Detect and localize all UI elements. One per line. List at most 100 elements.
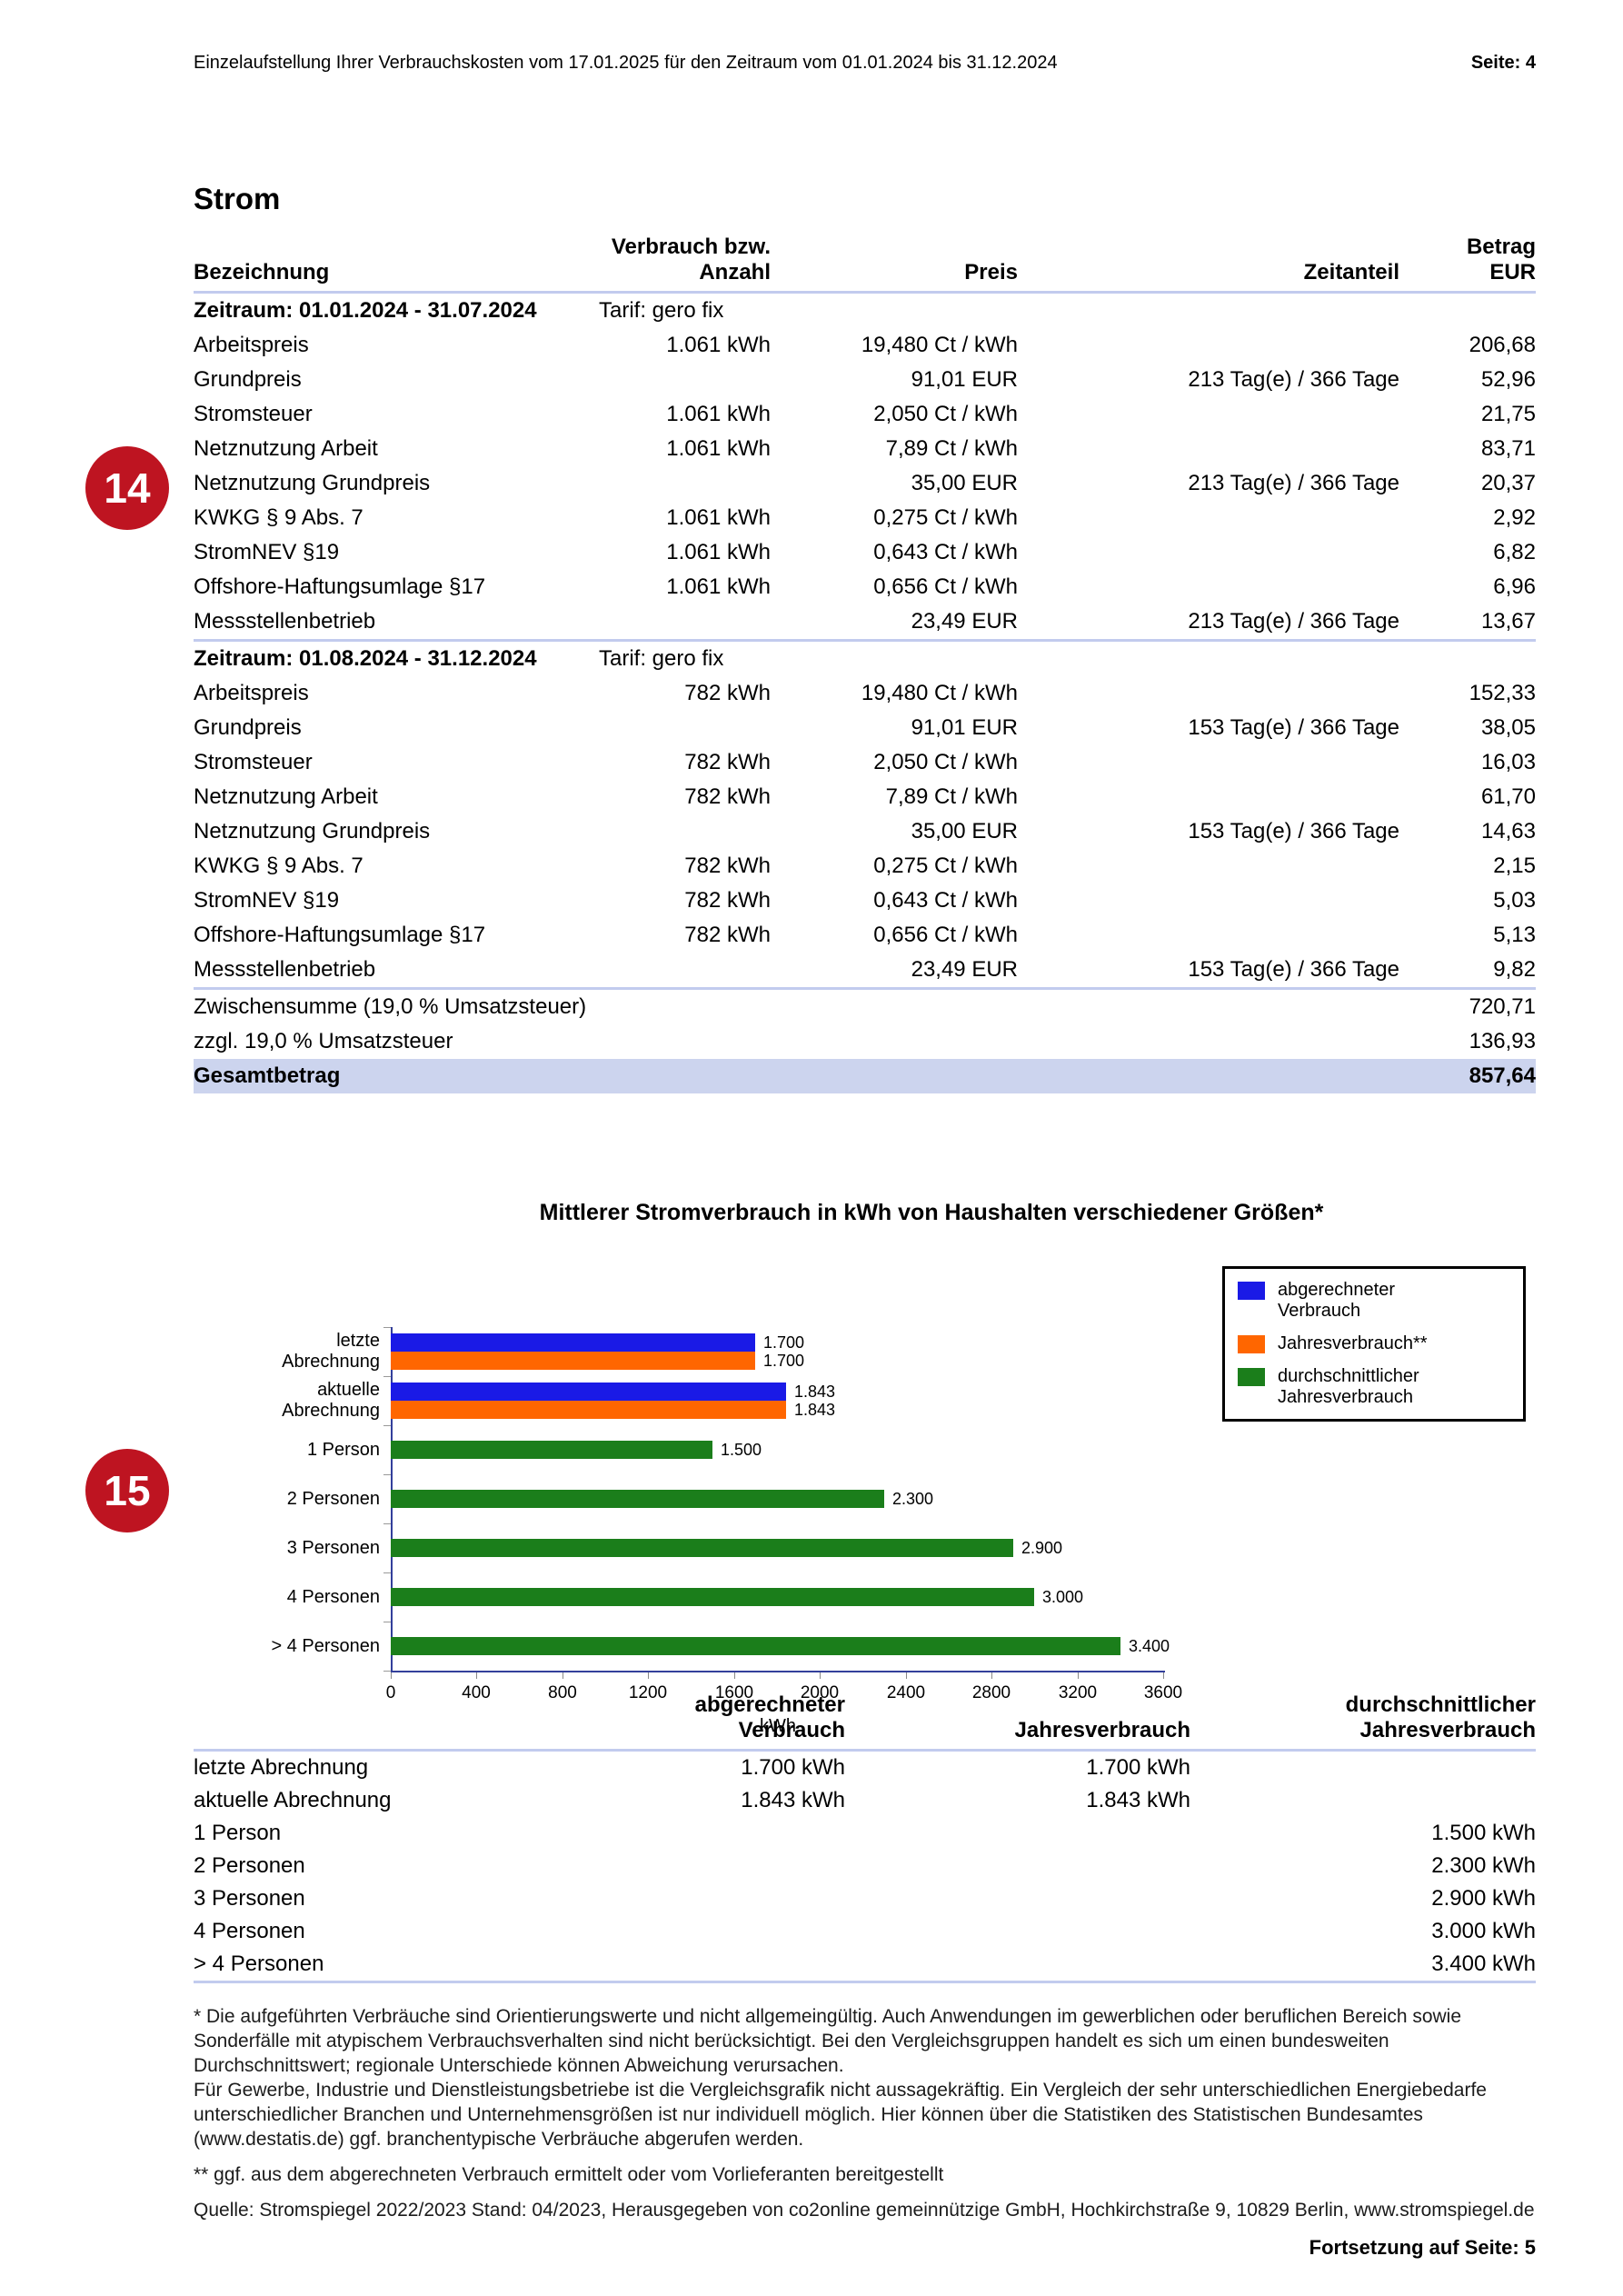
cost-label: KWKG § 9 Abs. 7 xyxy=(194,505,363,530)
col-verbrauch: Verbrauch bzw. Anzahl xyxy=(611,235,771,285)
chart-xaxis-label: kWh xyxy=(760,1716,796,1736)
comparison-row: 1 Person 1.500 kWh xyxy=(194,1817,1536,1850)
x-tick-label: 2800 xyxy=(971,1683,1011,1702)
cmp-jahres xyxy=(845,1948,1190,1982)
cost-price: 7,89 Ct / kWh xyxy=(885,436,1018,461)
chart-category-label: 1 Person xyxy=(306,1439,380,1460)
footnote: Quelle: Stromspiegel 2022/2023 Stand: 04… xyxy=(194,2200,1535,2221)
cost-row: StromNEV §19 1.061 kWh 0,643 Ct / kWh 6,82 xyxy=(194,535,1536,570)
chart-category-label: aktuelle Abrechnung xyxy=(282,1380,380,1421)
period-header-row: Zeitraum: 01.08.2024 - 31.12.2024 Tarif: … xyxy=(194,641,1536,677)
cost-amount: 5,13 xyxy=(1493,923,1536,947)
cmp-label: 3 Personen xyxy=(194,1886,305,1911)
cost-label: StromNEV §19 xyxy=(194,888,340,913)
chart-category-bars: 2.300 xyxy=(391,1490,1172,1508)
y-tick-mark xyxy=(383,1425,391,1426)
bar-value-label: 2.300 xyxy=(892,1490,934,1508)
cmp-abgerechnet xyxy=(503,1817,845,1850)
col-betrag: Betrag EUR xyxy=(1466,235,1536,285)
page-footer: Fortsetzung auf Seite: 5 xyxy=(1309,2236,1536,2259)
cost-qty xyxy=(584,953,771,989)
comparison-row: letzte Abrechnung 1.700 kWh 1.700 kWh xyxy=(194,1751,1536,1785)
cost-label: Messstellenbetrieb xyxy=(194,609,376,634)
x-tick-mark xyxy=(820,1672,821,1679)
x-tick-label: 2000 xyxy=(800,1683,840,1702)
chart-category-bars: 1.500 xyxy=(391,1441,1172,1459)
cost-share xyxy=(1018,883,1399,918)
cost-period-section: Zeitraum: 01.01.2024 - 31.07.2024 Tarif: … xyxy=(194,293,1536,641)
chart-category-label: 4 Personen xyxy=(286,1586,380,1607)
cmp-durchschnitt xyxy=(1190,1751,1536,1785)
chart-category-row: 3 Personen 2.900 xyxy=(241,1523,1172,1572)
cost-row: Netznutzung Grundpreis 35,00 EUR 153 Tag(e… xyxy=(194,814,1536,849)
cmp-durchschnitt: 3.000 kWh xyxy=(1431,1919,1536,1943)
cost-qty xyxy=(584,363,771,397)
chart-category-row: 2 Personen 2.300 xyxy=(241,1474,1172,1523)
cost-qty xyxy=(584,711,771,745)
cost-row: Messstellenbetrieb 23,49 EUR 213 Tag(e) / … xyxy=(194,604,1536,641)
cost-label: Grundpreis xyxy=(194,367,302,392)
bar-value-label: 1.843 xyxy=(794,1401,836,1419)
period-header-row: Zeitraum: 01.01.2024 - 31.07.2024 Tarif: … xyxy=(194,293,1536,329)
cost-label: Grundpreis xyxy=(194,715,302,740)
cost-label: Netznutzung Grundpreis xyxy=(194,819,431,844)
cmp-jahres xyxy=(845,1882,1190,1915)
cost-amount: 2,15 xyxy=(1493,854,1536,878)
cost-qty xyxy=(584,604,771,641)
cost-qty: 1.061 kWh xyxy=(666,402,771,426)
grand-total-row: Gesamtbetrag 857,64 xyxy=(194,1059,1536,1093)
cost-row: Arbeitspreis 782 kWh 19,480 Ct / kWh 152,33 xyxy=(194,676,1536,711)
total-label: zzgl. 19,0 % Umsatzsteuer xyxy=(194,1029,453,1053)
cmp-jahres xyxy=(845,1817,1190,1850)
section-title: Strom xyxy=(194,182,281,215)
cmp-label: 2 Personen xyxy=(194,1853,305,1878)
cost-amount: 16,03 xyxy=(1480,750,1536,774)
legend-swatch xyxy=(1238,1335,1265,1353)
chart-category-bars: 3.000 xyxy=(391,1588,1172,1606)
footnote: * Die aufgeführten Verbräuche sind Orien… xyxy=(194,2006,1462,2076)
total-label: Gesamtbetrag xyxy=(194,1059,1399,1093)
cost-label: Netznutzung Arbeit xyxy=(194,784,378,809)
cmp-durchschnitt: 3.400 kWh xyxy=(1431,1952,1536,1976)
col-bezeichnung: Bezeichnung xyxy=(194,260,330,285)
cost-share xyxy=(1018,849,1399,883)
x-tick-label: 3200 xyxy=(1058,1683,1098,1702)
cost-price: 91,01 EUR xyxy=(911,715,1018,740)
cost-price: 19,480 Ct / kWh xyxy=(861,681,1018,705)
bar-value-label: 1.700 xyxy=(763,1352,805,1370)
cost-amount: 6,96 xyxy=(1493,574,1536,599)
cost-price: 0,275 Ct / kWh xyxy=(873,854,1018,878)
legend-label: abgerechneter Verbrauch xyxy=(1278,1280,1395,1321)
chart-category-row: aktuelle Abrechnung 1.843 1.843 xyxy=(241,1376,1172,1425)
bar-wrap: 1.843 xyxy=(391,1383,1172,1401)
cost-price: 91,01 EUR xyxy=(911,367,1018,392)
chart-category-label: 3 Personen xyxy=(286,1537,380,1558)
cost-label: Offshore-Haftungsumlage §17 xyxy=(194,923,486,947)
chart-legend: abgerechneter Verbrauch Jahresverbrauch**… xyxy=(1222,1266,1526,1422)
bar-value-label: 1.843 xyxy=(794,1383,836,1401)
footnotes: * Die aufgeführten Verbräuche sind Orien… xyxy=(194,2004,1536,2222)
legend-swatch xyxy=(1238,1368,1265,1386)
cost-share: 153 Tag(e) / 366 Tage xyxy=(1188,957,1399,982)
cost-share: 153 Tag(e) / 366 Tage xyxy=(1188,819,1399,844)
cmp-durchschnitt: 1.500 kWh xyxy=(1431,1821,1536,1845)
cmp-label: letzte Abrechnung xyxy=(194,1755,369,1780)
cmp-col-empty xyxy=(194,1692,503,1751)
cost-price: 2,050 Ct / kWh xyxy=(873,750,1018,774)
x-tick-label: 2400 xyxy=(886,1683,926,1702)
x-tick-label: 3600 xyxy=(1143,1683,1183,1702)
comparison-table: abgerechneter Verbrauch Jahresverbrauch … xyxy=(194,1692,1536,1983)
footnote: Für Gewerbe, Industrie und Dienstleistun… xyxy=(194,2080,1487,2150)
y-tick-mark xyxy=(383,1572,391,1573)
col-zeitanteil: Zeitanteil xyxy=(1303,260,1399,285)
total-amount: 136,93 xyxy=(1469,1029,1536,1053)
x-tick-mark xyxy=(391,1672,392,1679)
cost-amount: 38,05 xyxy=(1480,715,1536,740)
x-tick-mark xyxy=(991,1672,992,1679)
cost-amount: 6,82 xyxy=(1493,540,1536,564)
cost-qty: 782 kWh xyxy=(684,784,771,809)
cost-share xyxy=(1018,397,1399,432)
comparison-row: > 4 Personen 3.400 kWh xyxy=(194,1948,1536,1982)
consumption-chart: letzte Abrechnung 1.700 1.700 aktuelle Abre… xyxy=(241,1266,1568,1754)
annotation-badge-15: 15 xyxy=(85,1449,169,1532)
